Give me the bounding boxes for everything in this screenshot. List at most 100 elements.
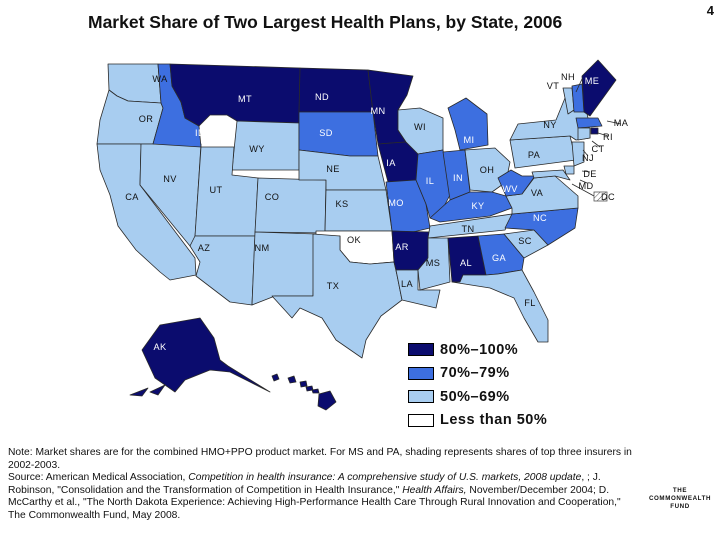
source-text: Source: American Medical Association, Co… [8,472,638,522]
state-DC-swatch [593,191,608,202]
legend-label: Less than 50% [440,412,548,429]
state-label-VT: VT [547,81,560,91]
logo-line: COMMONWEALTH [648,495,712,502]
state-MI [447,97,489,151]
state-label-AZ: AZ [198,243,211,253]
state-label-ND: ND [315,92,329,102]
state-label-AK: AK [153,342,167,352]
source-title-health-affairs: Health Affairs, [402,484,467,496]
state-TX [271,233,403,359]
state-TN [427,213,513,239]
state-label-NC: NC [533,213,547,223]
page-number: 4 [706,3,714,18]
state-label-FL: FL [524,298,536,308]
state-label-SC: SC [518,236,532,246]
legend-item-80-100: 80%–100% [408,338,547,362]
state-label-CT: CT [591,144,604,154]
legend-swatch [408,390,434,404]
state-label-MD: MD [578,181,593,191]
state-label-NV: NV [163,174,177,184]
page-title: Market Share of Two Largest Health Plans… [88,12,563,32]
state-label-DC: DC [601,192,615,202]
state-WY [231,120,300,171]
state-FL [451,269,549,343]
state-label-TX: TX [327,281,340,291]
state-label-LA: LA [401,279,414,289]
state-CT [577,127,591,141]
state-HI [271,373,337,411]
state-MT [169,63,301,127]
state-label-ID: ID [195,128,205,138]
commonwealth-fund-logo: THE COMMONWEALTH FUND [644,487,716,511]
us-map: WA OR CA NV ID MT WY UT AZ CO NM ND SD NE KS OK TX MN IA MO… [96,59,629,411]
state-label-NH: NH [561,72,575,82]
state-label-MN: MN [370,106,385,116]
state-label-MO: MO [388,198,404,208]
legend-item-less-than-50: Less than 50% [408,409,547,433]
state-label-MA: MA [614,118,629,128]
state-label-TN: TN [461,224,474,234]
state-label-GA: GA [492,253,507,263]
state-label-KY: KY [471,201,484,211]
state-label-NM: NM [254,243,269,253]
legend-label: 50%–69% [440,388,510,405]
state-AK [129,317,271,397]
state-label-AR: AR [395,242,409,252]
source-title-ama: Competition in health insurance: A compr… [188,472,582,484]
state-label-WI: WI [414,122,426,132]
logo-line: THE [672,487,688,494]
state-MD [531,169,571,181]
state-label-WV: WV [502,184,518,194]
state-label-RI: RI [603,132,613,142]
state-label-NY: NY [543,120,557,130]
state-label-NJ: NJ [582,153,594,163]
state-label-NE: NE [326,164,340,174]
state-label-UT: UT [209,185,222,195]
state-label-WY: WY [249,144,265,154]
state-label-CO: CO [265,192,280,202]
state-label-ME: ME [585,76,600,86]
state-label-SD: SD [319,128,333,138]
legend-item-50-69: 50%–69% [408,385,547,409]
logo-line: FUND [670,503,690,510]
state-label-AL: AL [460,258,472,268]
state-label-MI: MI [463,135,474,145]
state-NJ [571,141,585,167]
state-MA [575,117,603,129]
note-text: Note: Market shares are for the combined… [8,447,632,471]
state-CO [254,177,327,234]
state-label-MT: MT [238,94,252,104]
state-KS [324,189,393,232]
state-RI [590,127,599,135]
state-label-HI: HI [311,370,321,380]
state-label-IA: IA [386,158,396,168]
state-label-PA: PA [528,150,541,160]
state-label-OH: OH [480,165,495,175]
state-ND [298,67,374,113]
state-label-VA: VA [531,188,544,198]
state-label-KS: KS [335,199,348,209]
state-label-MS: MS [426,258,441,268]
state-label-OR: OR [139,114,154,124]
legend-label: 70%–79% [440,365,510,382]
state-label-OK: OK [347,235,362,245]
state-label-IN: IN [453,173,463,183]
legend-label: 80%–100% [440,341,519,358]
state-PA [509,135,577,169]
state-label-WA: WA [152,74,168,84]
state-ME [581,59,617,117]
legend-item-70-79: 70%–79% [408,362,547,386]
notes-block: Note: Market shares are for the combined… [8,447,638,523]
state-SD [298,111,379,157]
legend-swatch [408,343,434,357]
legend: 80%–100% 70%–79% 50%–69% Less than 50% [408,338,547,432]
source-rest: November/December 2004; D. McCarthy et a… [8,484,621,521]
legend-swatch [408,413,434,427]
source-prefix: Source: American Medical Association, [8,472,189,484]
source-middle: , ; J. Robinson, "Consolidation and the … [8,472,601,496]
legend-swatch [408,366,434,380]
state-label-IL: IL [426,176,434,186]
state-label-DE: DE [583,169,597,179]
state-VT [562,87,575,115]
state-label-CA: CA [125,192,139,202]
